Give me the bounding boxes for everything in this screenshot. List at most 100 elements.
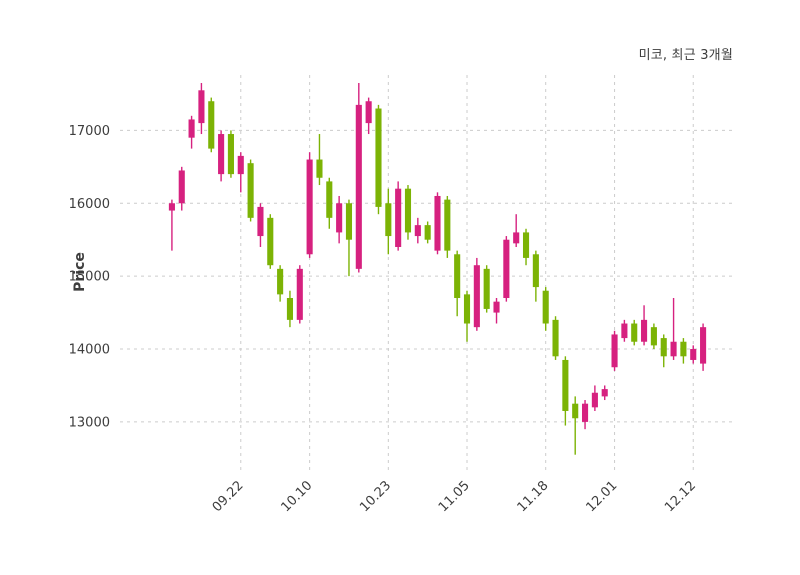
- candle-body: [454, 254, 461, 299]
- candle-up: [198, 83, 205, 135]
- candle-down: [542, 287, 549, 331]
- candle-body: [208, 101, 215, 149]
- candle-body: [621, 323, 628, 339]
- candle-body: [218, 134, 225, 175]
- candle-up: [700, 323, 707, 371]
- x-tick-label: 10.10: [279, 478, 316, 515]
- candle-body: [542, 290, 549, 324]
- candle-body: [562, 359, 569, 411]
- y-tick-label: 16000: [69, 197, 110, 212]
- candle-body: [513, 232, 520, 244]
- candle-down: [680, 338, 687, 364]
- candle-body: [493, 301, 500, 313]
- candle-down: [316, 134, 323, 186]
- candle-down: [326, 177, 333, 229]
- candle-body: [611, 334, 618, 368]
- candle-body: [296, 268, 303, 320]
- candle-up: [218, 130, 225, 182]
- candle-body: [316, 159, 323, 178]
- candle-down: [532, 250, 539, 302]
- candle-up: [670, 298, 677, 360]
- candle-up: [434, 192, 441, 255]
- x-tick-label: 10.23: [357, 478, 394, 515]
- candle-body: [424, 225, 431, 240]
- candle-body: [257, 206, 264, 237]
- candle-up: [513, 214, 520, 247]
- candle-body: [355, 104, 362, 269]
- candle-down: [227, 130, 234, 178]
- x-tick-label: 11.05: [436, 478, 473, 515]
- candle-body: [414, 225, 421, 237]
- candle-body: [395, 188, 402, 247]
- candle-body: [532, 254, 539, 288]
- candle-down: [522, 228, 530, 266]
- candle-body: [680, 341, 687, 357]
- candle-body: [345, 203, 353, 240]
- candle-down: [424, 221, 431, 244]
- candle-down: [286, 290, 294, 328]
- candle-body: [444, 199, 451, 251]
- candle-down: [552, 316, 559, 360]
- candle-up: [237, 152, 244, 193]
- candle-body: [326, 181, 333, 218]
- y-tick-label: 17000: [69, 124, 110, 139]
- candle-down: [572, 396, 579, 455]
- candles: [168, 83, 707, 455]
- gridlines: [120, 75, 733, 470]
- candle-body: [198, 90, 205, 124]
- candle-body: [581, 403, 589, 422]
- x-tick-label: 11.18: [515, 478, 552, 515]
- candle-up: [493, 298, 500, 324]
- candle-body: [178, 170, 185, 204]
- y-axis-ticks: 13000 14000 15000 16000 17000: [69, 124, 110, 431]
- candle-up: [395, 181, 402, 251]
- candle-body: [336, 203, 343, 233]
- candle-down: [562, 356, 569, 426]
- candle-body: [434, 195, 441, 251]
- candle-body: [168, 203, 175, 211]
- candle-up: [591, 385, 598, 411]
- candle-up: [296, 265, 303, 324]
- candle-body: [473, 265, 480, 328]
- candle-up: [611, 330, 618, 371]
- candle-body: [572, 403, 579, 419]
- candle-body: [591, 392, 598, 408]
- candle-down: [385, 188, 392, 255]
- candle-body: [286, 298, 294, 320]
- candle-down: [277, 265, 284, 302]
- candle-body: [670, 341, 677, 357]
- candle-up: [336, 195, 343, 244]
- candle-up: [641, 305, 648, 346]
- candle-body: [375, 108, 382, 207]
- candle-body: [700, 327, 707, 364]
- candle-up: [621, 319, 628, 342]
- candle-body: [277, 268, 284, 295]
- candle-body: [503, 239, 510, 299]
- candle-up: [473, 257, 480, 331]
- candle-body: [237, 155, 244, 175]
- candle-body: [306, 159, 313, 255]
- x-tick-label: 09.22: [210, 478, 247, 515]
- y-tick-label: 15000: [69, 270, 110, 285]
- x-tick-label: 12.12: [662, 478, 699, 515]
- candle-body: [552, 319, 559, 357]
- candle-up: [306, 152, 313, 258]
- candle-up: [257, 203, 264, 247]
- y-axis-label: Price: [72, 252, 88, 292]
- candle-up: [365, 97, 372, 135]
- candle-down: [247, 159, 254, 222]
- candle-down: [650, 323, 657, 350]
- candle-body: [463, 294, 471, 324]
- candle-body: [188, 119, 195, 138]
- candle-body: [631, 323, 638, 342]
- candle-down: [444, 195, 451, 258]
- candle-up: [168, 199, 175, 251]
- candle-up: [503, 236, 510, 302]
- candle-up: [690, 345, 697, 364]
- candle-down: [375, 104, 382, 215]
- candle-up: [601, 385, 608, 401]
- candle-body: [385, 203, 392, 237]
- candle-body: [522, 232, 530, 258]
